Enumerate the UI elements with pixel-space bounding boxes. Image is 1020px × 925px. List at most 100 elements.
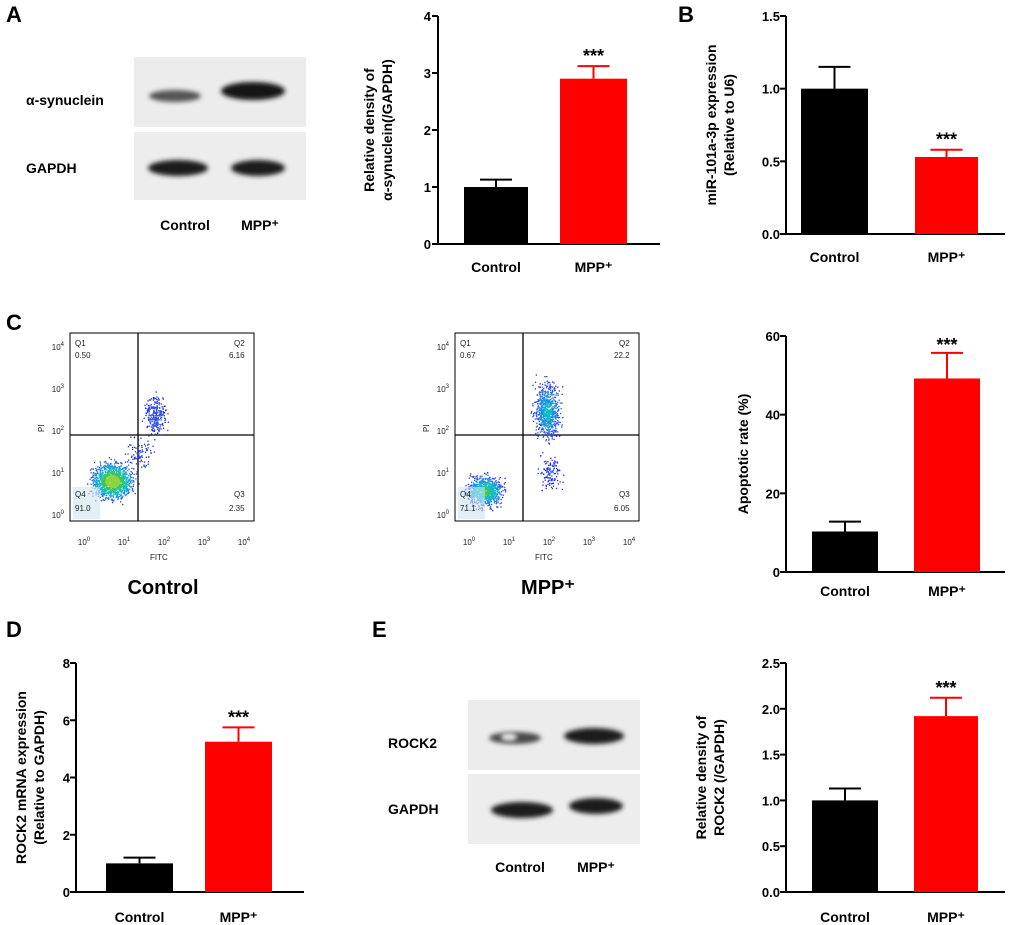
flow-dot — [146, 409, 148, 412]
flow-dot — [116, 485, 118, 487]
flow-dot — [547, 424, 549, 426]
flow-dot — [104, 492, 107, 495]
flow-dot — [108, 493, 110, 495]
flow-dot — [119, 469, 121, 471]
flow-dot — [496, 502, 498, 504]
flow-dot — [554, 465, 556, 467]
flow-dot — [106, 479, 108, 481]
flow-dot — [141, 456, 143, 458]
flow-dot — [101, 488, 103, 490]
flow-dot — [151, 424, 153, 426]
chart-c-significance: *** — [936, 335, 957, 355]
flow-dot — [115, 478, 117, 480]
flow-y-tick-exp: 3 — [61, 384, 65, 390]
flow-dot — [133, 436, 136, 438]
flow-dot — [103, 490, 105, 493]
flow-dot — [118, 474, 120, 476]
flow-dot — [548, 413, 550, 415]
flow-dot — [543, 391, 545, 393]
flow-control-dots — [87, 391, 169, 506]
flow-dot — [543, 417, 546, 420]
flow-dot — [101, 474, 103, 476]
flow-dot — [155, 410, 157, 412]
flow-dot — [545, 412, 548, 414]
flow-dot — [104, 499, 106, 502]
flow-dot — [543, 461, 546, 463]
flow-dot — [138, 445, 140, 447]
flow-dot — [555, 411, 558, 414]
flow-dot — [544, 412, 546, 415]
flow-dot — [549, 384, 551, 386]
flow-dot — [475, 476, 477, 478]
flow-dot — [549, 404, 551, 406]
flow-dot — [493, 498, 495, 500]
flow-dot — [551, 435, 554, 437]
flow-dot — [150, 416, 153, 418]
flow-dot — [154, 433, 156, 435]
flow-dot — [551, 401, 553, 403]
flow-dot — [114, 484, 116, 486]
flow-dot — [116, 486, 118, 488]
flow-dot — [117, 486, 119, 488]
flow-dot — [546, 406, 549, 408]
flow-dot — [111, 468, 113, 470]
chart-a-ylabel-line: α-synuclein(/GAPDH) — [379, 59, 395, 201]
flow-dot — [116, 475, 118, 477]
flow-dot — [125, 485, 127, 487]
flow-dot — [160, 413, 162, 415]
flow-dot — [551, 459, 553, 461]
flow-dot — [156, 407, 158, 409]
flow-dot — [535, 432, 537, 435]
flow-dot — [125, 473, 127, 475]
flow-dot — [93, 481, 95, 484]
flow-dot — [150, 452, 152, 454]
flow-x-tick: 102 — [158, 537, 171, 547]
flow-dot — [95, 467, 97, 469]
flow-dot — [120, 465, 123, 467]
flow-dot — [117, 477, 120, 479]
flow-dot — [551, 411, 553, 414]
flow-x-tick-exp: 2 — [167, 537, 171, 543]
flow-dot — [550, 430, 552, 433]
flow-dot — [123, 470, 125, 472]
flow-dot — [493, 483, 495, 485]
blot-a-lane-label-2: MPP⁺ — [241, 217, 279, 233]
flow-dot — [553, 479, 556, 482]
flow-dot — [137, 486, 139, 488]
flow-dot — [130, 444, 132, 446]
flow-dot — [488, 504, 491, 506]
flow-dot — [117, 471, 120, 473]
flow-dot — [490, 492, 493, 494]
flow-dot — [127, 491, 130, 493]
flow-dot — [555, 405, 558, 407]
flow-dot — [555, 476, 558, 478]
flow-dot — [561, 402, 563, 404]
chart-c-bar-2 — [914, 378, 980, 572]
chart-e-tick-label: 2.0 — [762, 702, 780, 717]
flow-dot — [553, 438, 555, 441]
flow-dot — [155, 398, 158, 401]
flow-dot — [113, 470, 115, 473]
flow-dot — [138, 449, 140, 452]
flow-dot — [97, 468, 99, 471]
flow-dot — [554, 463, 556, 465]
flow-dot — [106, 485, 108, 487]
flow-dot — [107, 488, 109, 490]
flow-dot — [115, 496, 117, 499]
flow-dot — [551, 464, 553, 466]
flow-dot — [547, 391, 549, 393]
flow-dot — [96, 479, 98, 481]
flow-dot — [106, 475, 108, 477]
flow-dot — [482, 478, 485, 480]
flow-dot — [150, 415, 152, 417]
flow-dot — [493, 493, 496, 495]
flow-dot — [503, 483, 506, 485]
flow-dot — [542, 481, 544, 483]
flow-dot — [476, 477, 479, 479]
flow-dot — [147, 440, 149, 442]
flow-dot — [550, 416, 552, 418]
flow-dot — [534, 412, 536, 414]
flow-dot — [543, 412, 545, 414]
flow-dot — [496, 498, 498, 500]
flow-dot — [105, 486, 107, 489]
